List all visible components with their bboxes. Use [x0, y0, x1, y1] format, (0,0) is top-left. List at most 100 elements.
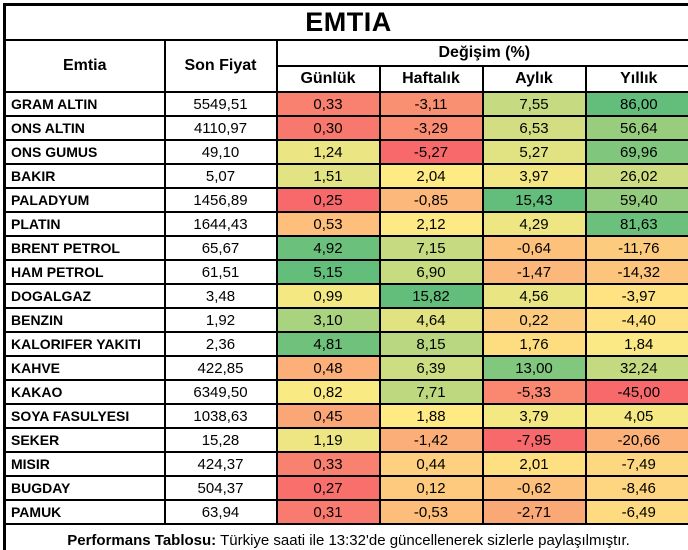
change-daily: 0,45	[275, 403, 381, 429]
last-price: 504,37	[163, 475, 278, 501]
change-daily: 4,81	[275, 331, 381, 357]
change-daily: 1,24	[275, 139, 381, 165]
change-yearly: 59,40	[584, 187, 688, 213]
footer-label: Performans Tablosu:	[67, 531, 217, 549]
footer-row: Performans Tablosu: Türkiye saati ile 13…	[3, 523, 688, 550]
last-price: 422,85	[163, 355, 278, 381]
change-weekly: 8,15	[378, 331, 484, 357]
last-price: 1,92	[163, 307, 278, 333]
table-row: PLATIN 1644,43 0,53 2,12 4,29 81,63	[3, 211, 688, 237]
change-yearly: 4,05	[584, 403, 688, 429]
commodity-name: KAHVE	[3, 355, 166, 381]
table-row: KAKAO 6349,50 0,82 7,71 -5,33 -45,00	[3, 379, 688, 405]
last-price: 6349,50	[163, 379, 278, 405]
col-header-last-price: Son Fiyat	[163, 39, 278, 93]
table-row: PAMUK 63,94 0,31 -0,53 -2,71 -6,49	[3, 499, 688, 525]
change-daily: 0,53	[275, 211, 381, 237]
change-monthly: -0,64	[481, 235, 587, 261]
change-monthly: 3,79	[481, 403, 587, 429]
table-body: GRAM ALTIN 5549,51 0,33 -3,11 7,55 86,00 ONS A…	[3, 91, 688, 525]
change-weekly: -5,27	[378, 139, 484, 165]
commodity-name: PAMUK	[3, 499, 166, 525]
last-price: 63,94	[163, 499, 278, 525]
change-weekly: 1,88	[378, 403, 484, 429]
commodity-name: ONS GUMUS	[3, 139, 166, 165]
last-price: 5,07	[163, 163, 278, 189]
change-daily: 0,33	[275, 451, 381, 477]
change-weekly: 6,90	[378, 259, 484, 285]
change-daily: 0,27	[275, 475, 381, 501]
change-weekly: 15,82	[378, 283, 484, 309]
table-row: BUGDAY 504,37 0,27 0,12 -0,62 -8,46	[3, 475, 688, 501]
commodity-name: BUGDAY	[3, 475, 166, 501]
last-price: 15,28	[163, 427, 278, 453]
change-yearly: 1,84	[584, 331, 688, 357]
change-daily: 0,99	[275, 283, 381, 309]
commodity-name: SOYA FASULYESI	[3, 403, 166, 429]
last-price: 1038,63	[163, 403, 278, 429]
col-header-daily: Günlük	[275, 65, 381, 93]
last-price: 65,67	[163, 235, 278, 261]
table-row: GRAM ALTIN 5549,51 0,33 -3,11 7,55 86,00	[3, 91, 688, 117]
table-row: ONS ALTIN 4110,97 0,30 -3,29 6,53 56,64	[3, 115, 688, 141]
change-yearly: -6,49	[584, 499, 688, 525]
change-monthly: -5,33	[481, 379, 587, 405]
col-header-weekly: Haftalık	[378, 65, 484, 93]
last-price: 49,10	[163, 139, 278, 165]
change-weekly: 2,12	[378, 211, 484, 237]
change-yearly: -3,97	[584, 283, 688, 309]
footer-note: Performans Tablosu: Türkiye saati ile 13…	[3, 523, 688, 550]
col-header-yearly: Yıllık	[584, 65, 688, 93]
header-row-2: Günlük Haftalık Aylık Yıllık	[5, 65, 688, 93]
change-daily: 0,31	[275, 499, 381, 525]
change-daily: 0,48	[275, 355, 381, 381]
change-weekly: 4,64	[378, 307, 484, 333]
emtia-performance-table: EMTIA Emtia Son Fiyat Değişim (%) Günlük…	[3, 3, 688, 550]
commodity-name: KAKAO	[3, 379, 166, 405]
change-yearly: -8,46	[584, 475, 688, 501]
change-weekly: 0,44	[378, 451, 484, 477]
change-daily: 4,92	[275, 235, 381, 261]
table-row: DOGALGAZ 3,48 0,99 15,82 4,56 -3,97	[3, 283, 688, 309]
change-weekly: 6,39	[378, 355, 484, 381]
last-price: 1644,43	[163, 211, 278, 237]
change-yearly: -45,00	[584, 379, 688, 405]
change-monthly: 4,56	[481, 283, 587, 309]
change-yearly: 26,02	[584, 163, 688, 189]
change-yearly: 81,63	[584, 211, 688, 237]
change-weekly: 0,12	[378, 475, 484, 501]
change-yearly: -4,40	[584, 307, 688, 333]
change-monthly: 6,53	[481, 115, 587, 141]
change-daily: 1,19	[275, 427, 381, 453]
change-weekly: -3,29	[378, 115, 484, 141]
change-yearly: -20,66	[584, 427, 688, 453]
change-weekly: -0,85	[378, 187, 484, 213]
change-weekly: -1,42	[378, 427, 484, 453]
page-title: EMTIA	[3, 3, 688, 41]
commodity-name: PLATIN	[3, 211, 166, 237]
change-daily: 0,33	[275, 91, 381, 117]
header-row-1: Emtia Son Fiyat Değişim (%)	[3, 39, 688, 93]
change-daily: 5,15	[275, 259, 381, 285]
change-monthly: 15,43	[481, 187, 587, 213]
change-yearly: -14,32	[584, 259, 688, 285]
change-monthly: 1,76	[481, 331, 587, 357]
commodity-name: MISIR	[3, 451, 166, 477]
change-monthly: 0,22	[481, 307, 587, 333]
table-row: HAM PETROL 61,51 5,15 6,90 -1,47 -14,32	[3, 259, 688, 285]
change-daily: 0,82	[275, 379, 381, 405]
commodity-name: BRENT PETROL	[3, 235, 166, 261]
change-monthly: 5,27	[481, 139, 587, 165]
title-row: EMTIA	[3, 3, 688, 41]
change-yearly: 86,00	[584, 91, 688, 117]
change-monthly: -0,62	[481, 475, 587, 501]
change-monthly: 4,29	[481, 211, 587, 237]
table-header: EMTIA Emtia Son Fiyat Değişim (%) Günlük…	[3, 3, 688, 93]
commodity-name: BENZIN	[3, 307, 166, 333]
change-weekly: 2,04	[378, 163, 484, 189]
footer-text: Türkiye saati ile 13:32'de güncellenerek…	[220, 531, 630, 549]
change-weekly: 7,15	[378, 235, 484, 261]
change-yearly: -11,76	[584, 235, 688, 261]
table-footer: Performans Tablosu: Türkiye saati ile 13…	[3, 523, 688, 550]
table-row: MISIR 424,37 0,33 0,44 2,01 -7,49	[3, 451, 688, 477]
